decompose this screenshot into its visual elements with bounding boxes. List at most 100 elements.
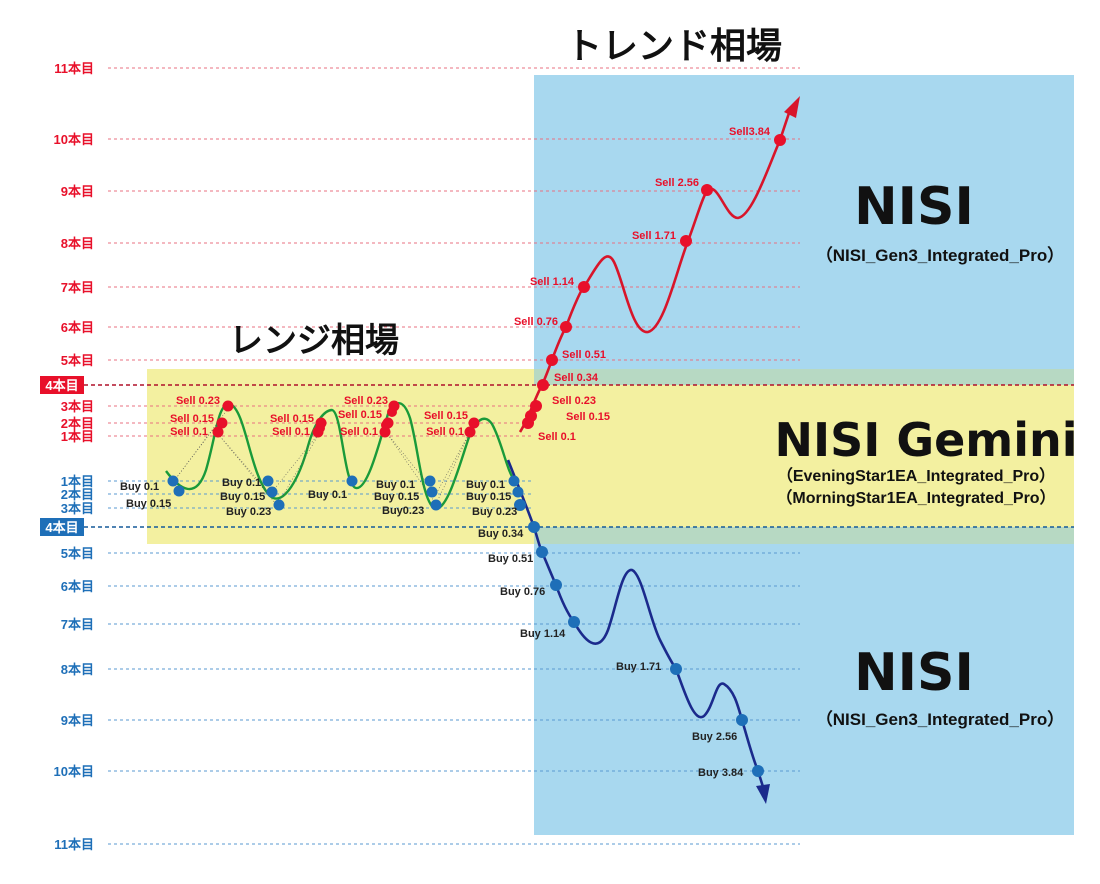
range-sell-label: Sell 0.15 bbox=[338, 409, 382, 421]
nisi-lower-subtitle: （NISI_Gen3_Integrated_Pro） bbox=[816, 709, 1064, 729]
trend-sell-marker bbox=[578, 281, 590, 293]
range-buy-marker bbox=[508, 475, 520, 487]
range-buy-marker bbox=[173, 485, 185, 497]
range-zone-background bbox=[147, 369, 1074, 544]
nisi-lower-title: NISI bbox=[854, 643, 974, 703]
buy-level-label: 11本目 bbox=[54, 837, 94, 852]
range-sell-label: Sell 0.15 bbox=[170, 413, 214, 425]
range-sell-label: Sell 0.1 bbox=[340, 426, 378, 438]
range-sell-label: Sell 0.15 bbox=[424, 410, 468, 422]
trend-sell-marker bbox=[774, 134, 786, 146]
nisi-upper-title: NISI bbox=[854, 177, 974, 237]
sell-level-label: 9本目 bbox=[61, 184, 94, 199]
trend-sell-label: Sell 0.15 bbox=[566, 411, 610, 423]
nisi-gemini-subtitle-morning: （MorningStar1EA_Integrated_Pro） bbox=[776, 489, 1055, 507]
sell-level-label: 5本目 bbox=[61, 353, 94, 368]
trend-sell-marker bbox=[701, 184, 713, 196]
range-buy-marker bbox=[512, 486, 524, 498]
range-buy-marker bbox=[167, 475, 179, 487]
trend-sell-label: Sell 0.1 bbox=[538, 431, 576, 443]
range-buy-label: Buy 0.15 bbox=[466, 491, 511, 503]
range-buy-label: Buy 0.15 bbox=[126, 498, 171, 510]
range-sell-label: Sell 0.1 bbox=[426, 426, 464, 438]
range-buy-label: Buy 0.1 bbox=[308, 489, 347, 501]
range-sell-marker bbox=[216, 417, 228, 429]
trend-sell-label: Sell 0.76 bbox=[514, 316, 558, 328]
trend-buy-label: Buy 1.71 bbox=[616, 661, 661, 673]
buy-level-highlight-badge bbox=[40, 518, 84, 536]
trend-buy-marker bbox=[528, 521, 540, 533]
range-sell-label: Sell 0.1 bbox=[272, 426, 310, 438]
buy-level-label: 10本目 bbox=[54, 764, 94, 779]
range-buy-label: Buy 0.1 bbox=[120, 481, 159, 493]
trend-sell-marker bbox=[546, 354, 558, 366]
buy-level-label: 8本目 bbox=[61, 662, 94, 677]
range-connector-line bbox=[435, 431, 471, 505]
range-sell-label: Sell 0.23 bbox=[176, 395, 220, 407]
range-buy-label: Buy 0.1 bbox=[222, 477, 261, 489]
range-buy-label: Buy 0.1 bbox=[376, 479, 415, 491]
trend-buy-label: Buy 0.23 bbox=[472, 506, 517, 518]
range-connector-line bbox=[277, 431, 321, 505]
uptrend-arrowhead bbox=[784, 96, 800, 118]
range-sell-marker bbox=[212, 426, 224, 438]
trend-buy-label: Buy 2.56 bbox=[692, 731, 737, 743]
buy-level-label: 1本目 bbox=[61, 474, 94, 489]
nisi-upper-subtitle: （NISI_Gen3_Integrated_Pro） bbox=[816, 245, 1064, 265]
range-sell-marker bbox=[468, 417, 480, 429]
trend-buy-marker bbox=[736, 714, 748, 726]
trend-buy-label: Buy 0.76 bbox=[500, 586, 545, 598]
range-buy-marker bbox=[262, 475, 274, 487]
range-buy-marker bbox=[426, 486, 438, 498]
range-title: レンジ相場 bbox=[229, 321, 399, 361]
overlap-band-lower bbox=[534, 527, 1074, 544]
buy-level-label: 4本目 bbox=[45, 520, 78, 535]
range-sell-marker bbox=[464, 426, 476, 438]
buy-level-label: 2本目 bbox=[61, 487, 94, 502]
trend-title: トレンド相場 bbox=[566, 26, 782, 67]
range-buy-marker bbox=[273, 499, 285, 511]
trend-sell-label: Sell 0.51 bbox=[562, 349, 606, 361]
sell-level-label: 8本目 bbox=[61, 236, 94, 251]
trend-buy-marker bbox=[536, 546, 548, 558]
range-sell-label: Sell 0.23 bbox=[344, 395, 388, 407]
trend-buy-label: Buy 3.84 bbox=[698, 767, 744, 779]
range-sell-label: Sell 0.1 bbox=[170, 426, 208, 438]
range-sell-label: Sell 0.15 bbox=[270, 413, 314, 425]
buy-level-label: 5本目 bbox=[61, 546, 94, 561]
range-buy-label: Buy 0.1 bbox=[466, 479, 505, 491]
trend-sell-label: Sell 1.14 bbox=[530, 276, 575, 288]
trend-sell-label: Sell3.84 bbox=[729, 126, 771, 138]
trend-sell-marker bbox=[530, 400, 542, 412]
nisi-gemini-title: NISI Gemini bbox=[774, 413, 1077, 467]
trend-buy-marker bbox=[514, 499, 526, 511]
buy-level-label: 3本目 bbox=[61, 501, 94, 516]
trend-buy-label: Buy 1.14 bbox=[520, 628, 566, 640]
buy-level-label: 9本目 bbox=[61, 713, 94, 728]
range-buy-marker bbox=[430, 499, 442, 511]
level-labels: 11本目10本目9本目8本目7本目6本目5本目4本目3本目2本目1本目1本目2本… bbox=[40, 61, 94, 852]
range-buy-label: Buy0.23 bbox=[382, 505, 424, 517]
sell-level-highlight-badge bbox=[40, 376, 84, 394]
trend-buy-marker bbox=[752, 765, 764, 777]
range-buy-marker bbox=[346, 475, 358, 487]
trend-sell-marker bbox=[560, 321, 572, 333]
trend-buy-marker bbox=[670, 663, 682, 675]
buy-level-label: 7本目 bbox=[61, 617, 94, 632]
trend-sell-label: Sell 1.71 bbox=[632, 230, 676, 242]
overlap-band-upper bbox=[534, 369, 1074, 385]
sell-level-label: 2本目 bbox=[61, 416, 94, 431]
sell-level-label: 3本目 bbox=[61, 399, 94, 414]
range-buy-label: Buy 0.15 bbox=[220, 491, 265, 503]
range-sell-marker bbox=[381, 420, 391, 430]
sell-level-label: 10本目 bbox=[54, 132, 94, 147]
range-sell-marker bbox=[222, 400, 234, 412]
trend-buy-marker bbox=[568, 616, 580, 628]
sell-level-label: 1本目 bbox=[61, 429, 94, 444]
trend-sell-marker bbox=[525, 410, 537, 422]
range-connector-line bbox=[217, 433, 271, 495]
trend-sell-label: Sell 0.23 bbox=[552, 395, 596, 407]
range-connector-line bbox=[271, 431, 321, 493]
